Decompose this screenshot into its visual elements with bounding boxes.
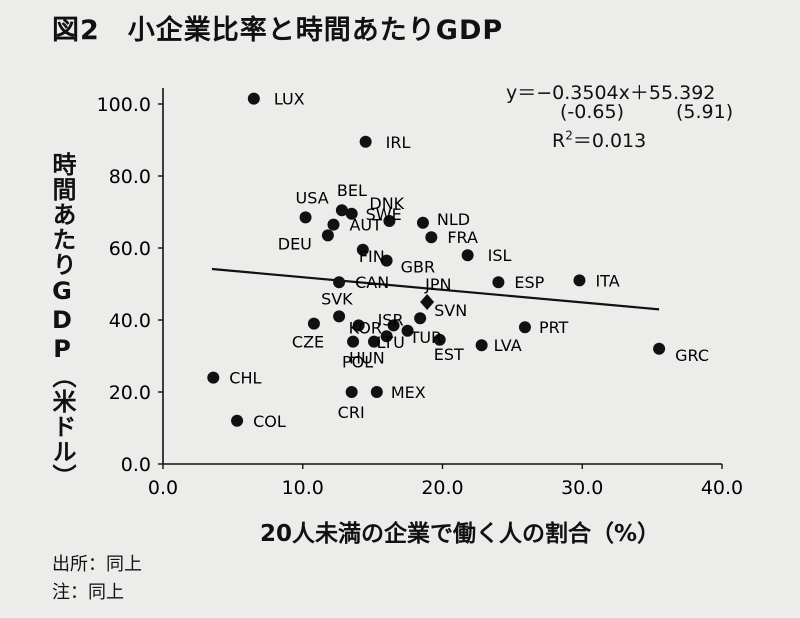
x-tick-label: 40.0 (701, 477, 743, 499)
point-label-cze: CZE (292, 333, 324, 352)
data-point-jpn (420, 294, 435, 310)
data-point-prt (518, 321, 531, 334)
point-label-pol: POL (342, 353, 373, 372)
x-tick-label: 30.0 (561, 477, 603, 499)
data-point-ita (573, 274, 586, 287)
point-label-svk: SVK (321, 289, 353, 308)
data-point-bel (335, 204, 348, 217)
data-point-svk (333, 310, 346, 323)
data-point-isl (461, 249, 474, 262)
point-label-isl: ISL (488, 246, 512, 265)
point-label-jpn: JPN (424, 275, 451, 294)
point-label-prt: PRT (539, 318, 569, 337)
y-axis-label-text: 時間あたりGDP（米ドル） (48, 152, 76, 489)
data-point-fra (425, 231, 438, 244)
x-tick-label: 0.0 (148, 477, 178, 499)
y-tick-label: 100.0 (97, 94, 151, 116)
data-point-dnk (383, 215, 396, 227)
point-label-col: COL (253, 412, 286, 431)
regression-t-slope: (-0.65) (560, 101, 624, 123)
data-point-gbr (380, 254, 393, 267)
y-tick-label: 80.0 (109, 166, 151, 188)
data-point-kor (352, 319, 365, 332)
y-tick-label: 60.0 (109, 238, 151, 260)
point-label-fra: FRA (447, 228, 478, 247)
data-point-chl (207, 371, 220, 384)
data-point-col (231, 414, 244, 427)
point-label-fin: FIN (359, 247, 385, 266)
data-point-swe (345, 207, 358, 220)
data-point-cze (307, 317, 320, 330)
point-label-grc: GRC (675, 346, 709, 365)
data-point-can (333, 276, 346, 289)
point-label-swe: SWE (366, 205, 402, 224)
data-point-nld (416, 216, 429, 229)
data-point-ltu (380, 330, 393, 343)
point-label-chl: CHL (229, 369, 261, 388)
data-point-hun (347, 335, 360, 348)
y-axis-label: 時間あたりGDP（米ドル） (44, 152, 80, 489)
point-label-tur: TUR (409, 328, 443, 347)
data-point-cri (345, 386, 358, 398)
data-point-isr (387, 319, 400, 332)
r2-label: R (552, 130, 566, 152)
point-label-svn: SVN (434, 301, 467, 320)
data-point-irl (359, 135, 372, 148)
r2-superscript: 2 (565, 128, 573, 143)
r2-value: ＝0.013 (572, 130, 647, 152)
point-label-irl: IRL (386, 133, 411, 152)
point-label-usa: USA (296, 188, 329, 207)
x-tick-label: 20.0 (421, 477, 463, 499)
point-label-deu: DEU (278, 234, 312, 253)
point-label-cri: CRI (338, 403, 365, 422)
regression-r-squared: R2＝0.013 (552, 126, 646, 153)
point-label-esp: ESP (514, 273, 544, 292)
point-label-dnk: DNK (369, 194, 404, 213)
point-label-bel: BEL (337, 181, 367, 200)
regression-line (211, 267, 660, 311)
point-label-aut: AUT (349, 216, 382, 235)
data-point-est (433, 333, 446, 346)
point-label-kor: KOR (349, 318, 382, 337)
footnote: 注：同上 (52, 582, 124, 603)
point-label-gbr: GBR (401, 258, 436, 277)
point-label-mex: MEX (391, 383, 426, 402)
data-point-mex (370, 386, 383, 398)
x-axis-label: 20人未満の企業で働く人の割合（%） (259, 521, 661, 547)
y-tick-label: 40.0 (109, 310, 151, 332)
point-label-ltu: LTU (377, 333, 405, 352)
point-label-isr: ISR (378, 310, 404, 329)
data-point-tur (401, 324, 414, 337)
figure-title: 図2 小企業比率と時間あたりGDP (52, 15, 504, 46)
point-label-lux: LUX (274, 90, 305, 109)
point-label-lva: LVA (494, 336, 522, 355)
x-tick-label: 10.0 (282, 477, 324, 499)
data-point-pol (368, 335, 381, 348)
data-point-esp (492, 276, 505, 289)
data-point-lux (247, 92, 260, 105)
y-tick-label: 0.0 (121, 454, 151, 476)
point-label-est: EST (434, 345, 464, 364)
point-label-can: CAN (355, 273, 389, 292)
data-point-fin (356, 243, 369, 256)
data-point-svn (414, 312, 427, 325)
regression-t-intercept: (5.91) (676, 101, 734, 123)
source-note: 出所：同上 (52, 554, 142, 575)
data-point-aut (327, 218, 340, 231)
data-point-lva (475, 339, 488, 352)
data-point-deu (321, 229, 334, 242)
y-tick-label: 20.0 (109, 382, 151, 404)
point-label-hun: HUN (349, 349, 385, 368)
point-label-ita: ITA (595, 271, 619, 290)
data-point-grc (653, 342, 666, 355)
point-label-nld: NLD (437, 210, 470, 229)
data-point-usa (299, 211, 312, 224)
regression-equation: y＝−0.3504x＋55.392 (506, 82, 716, 104)
